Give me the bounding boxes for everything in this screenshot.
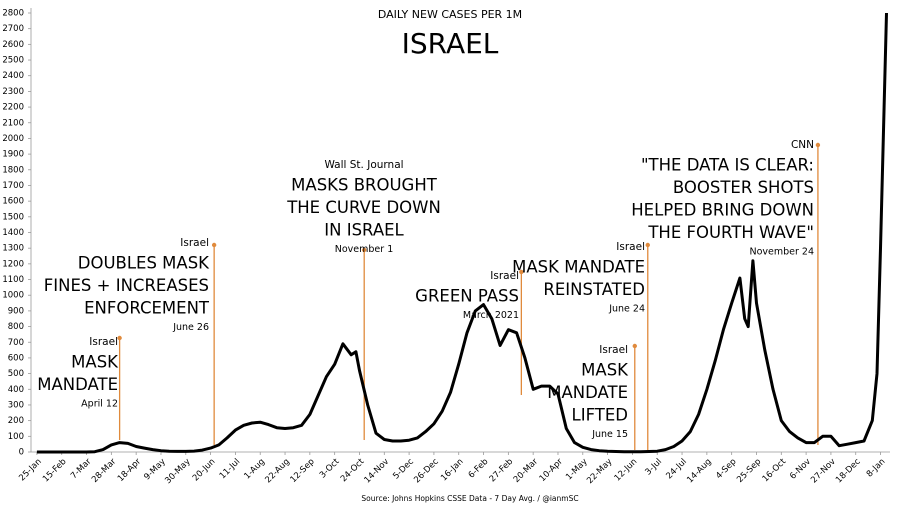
chart-subtitle: ISRAEL xyxy=(402,27,499,60)
y-tick-label: 300 xyxy=(8,400,24,410)
annotation-dot xyxy=(632,343,637,349)
x-tick-label: 22-May xyxy=(585,457,614,486)
x-tick-label: 25-Sep xyxy=(735,457,763,485)
annotation-text: MASK MANDATE xyxy=(512,258,645,277)
x-tick-label: 16-Jan xyxy=(439,457,465,483)
annotation-source: Israel xyxy=(490,270,519,282)
x-tick-label: 18-Apr xyxy=(116,456,144,484)
annotation-dot xyxy=(117,335,122,341)
annotation-text: ENFORCEMENT xyxy=(84,299,210,318)
x-tick-label: 12-Sep xyxy=(289,457,317,485)
y-tick-label: 1400 xyxy=(2,228,24,238)
annotation-dot xyxy=(211,242,217,248)
y-tick-label: 600 xyxy=(8,353,24,363)
x-tick-label: 24-Oct xyxy=(339,456,367,484)
y-tick-label: 1200 xyxy=(2,259,24,269)
y-tick-label: 2500 xyxy=(2,56,24,66)
annotation-text: BOOSTER SHOTS xyxy=(673,178,814,197)
y-tick-label: 500 xyxy=(8,369,24,379)
annotation-source: Israel xyxy=(616,241,645,253)
x-tick-label: 28-Mar xyxy=(90,456,119,485)
x-tick-label: 8-Jan xyxy=(865,457,888,480)
annotation-text: DOUBLES MASK xyxy=(78,254,210,273)
annotation-dot xyxy=(362,247,367,253)
annotation-text: MASK xyxy=(581,361,629,380)
y-tick-label: 900 xyxy=(8,306,24,316)
y-tick-label: 1100 xyxy=(2,275,24,285)
x-tick-label: 26-Dec xyxy=(412,457,441,486)
y-tick-label: 100 xyxy=(8,432,24,442)
x-tick-label: 25-Jan xyxy=(17,457,43,483)
annotation-date: June 26 xyxy=(172,322,209,333)
y-tick-label: 2400 xyxy=(2,71,24,81)
y-tick-label: 2300 xyxy=(2,87,24,97)
y-tick-label: 1700 xyxy=(2,181,24,191)
annotation-text: MASK xyxy=(71,353,119,372)
annotation-date: June 24 xyxy=(608,304,645,315)
chart-title: DAILY NEW CASES PER 1M xyxy=(378,8,522,21)
annotation-text: REINSTATED xyxy=(543,280,645,299)
x-tick-label: 27-Feb xyxy=(488,457,516,485)
x-tick-label: 3-Jul xyxy=(643,457,664,478)
y-tick-label: 2700 xyxy=(2,24,24,34)
annotation-text: MASKS BROUGHT xyxy=(291,176,438,195)
annotation-source: Israel xyxy=(599,344,628,356)
y-tick-label: 1500 xyxy=(2,212,24,222)
x-tick-label: 22-Aug xyxy=(263,457,291,485)
y-tick-label: 2000 xyxy=(2,134,24,144)
x-tick-label: 11-Jul xyxy=(218,457,242,481)
x-tick-label: 14-Aug xyxy=(685,457,713,485)
annotation-source: Wall St. Journal xyxy=(324,159,403,171)
annotation-text: MANDATE xyxy=(547,383,628,402)
annotation-text: MANDATE xyxy=(37,375,118,394)
y-tick-label: 1300 xyxy=(2,244,24,254)
annotation-text: THE CURVE DOWN xyxy=(286,198,441,217)
y-tick-label: 2800 xyxy=(2,9,24,19)
annotation-text: FINES + INCREASES xyxy=(44,276,209,295)
x-tick-label: 16-Oct xyxy=(761,456,789,484)
annotation-date: June 15 xyxy=(591,429,628,440)
annotation-source: CNN xyxy=(791,139,814,151)
annotation-dot xyxy=(519,269,524,275)
x-tick-label: 20-Mar xyxy=(512,456,541,485)
y-tick-label: 1000 xyxy=(2,291,24,301)
y-tick-label: 200 xyxy=(8,416,24,426)
y-tick-label: 1800 xyxy=(2,165,24,175)
x-tick-label: 12-Jun xyxy=(613,457,640,484)
annotation-source: Israel xyxy=(89,336,118,348)
y-tick-label: 2100 xyxy=(2,118,24,128)
annotation-dot xyxy=(815,142,821,148)
x-tick-label: 15-Feb xyxy=(41,457,69,485)
y-tick-label: 2600 xyxy=(2,40,24,50)
x-tick-label: 14-Nov xyxy=(363,457,392,486)
x-tick-label: 18-Dec xyxy=(834,457,863,486)
x-tick-label: 27-Nov xyxy=(809,457,838,486)
annotation-text: THE FOURTH WAVE" xyxy=(647,223,814,242)
y-tick-label: 2200 xyxy=(2,103,24,113)
y-tick-label: 400 xyxy=(8,385,24,395)
annotation-date: November 1 xyxy=(335,244,393,255)
y-tick-label: 1600 xyxy=(2,197,24,207)
y-tick-label: 700 xyxy=(8,338,24,348)
annotation-text: IN ISRAEL xyxy=(324,221,404,240)
annotation-text: "THE DATA IS CLEAR: xyxy=(641,156,814,175)
annotation-text: HELPED BRING DOWN xyxy=(631,201,814,220)
annotation-source: Israel xyxy=(180,237,209,249)
x-tick-label: 20-Jun xyxy=(191,457,218,484)
y-tick-label: 1900 xyxy=(2,150,24,160)
y-tick-label: 800 xyxy=(8,322,24,332)
source-note: Source: Johns Hopkins CSSE Data - 7 Day … xyxy=(361,494,578,503)
x-tick-label: 10-Apr xyxy=(538,456,566,484)
annotation-date: November 24 xyxy=(749,247,814,258)
annotation-text: LIFTED xyxy=(572,406,628,425)
annotation-dot xyxy=(645,242,650,248)
y-tick-label: 0 xyxy=(19,448,24,458)
annotation-text: GREEN PASS xyxy=(415,287,519,306)
x-tick-label: 30-May xyxy=(163,457,192,486)
annotation-date: April 12 xyxy=(81,399,118,410)
series-line xyxy=(36,12,888,454)
